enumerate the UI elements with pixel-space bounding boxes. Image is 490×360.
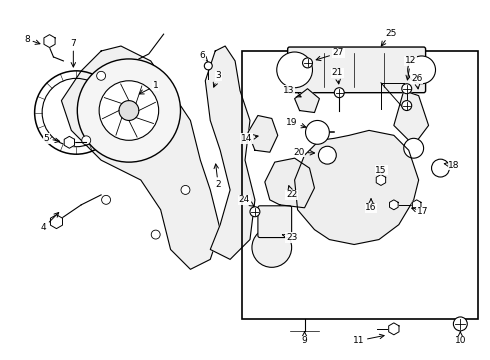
Text: 17: 17 [412,207,428,216]
Polygon shape [389,323,399,335]
Circle shape [77,59,180,162]
Text: 14: 14 [241,134,258,143]
Polygon shape [294,130,418,244]
Circle shape [432,159,449,177]
Text: 25: 25 [381,29,396,46]
Polygon shape [413,200,421,210]
Text: 19: 19 [286,118,306,128]
Text: 5: 5 [44,134,60,143]
Circle shape [402,100,412,111]
Text: 13: 13 [283,86,301,97]
Polygon shape [61,46,220,269]
Circle shape [404,138,424,158]
Text: 27: 27 [316,49,344,60]
Text: 9: 9 [302,332,307,345]
Circle shape [82,136,91,145]
Circle shape [151,230,160,239]
Text: 11: 11 [353,334,384,345]
Text: 1: 1 [139,81,159,94]
Text: 4: 4 [41,212,59,232]
Circle shape [119,100,139,121]
Circle shape [334,88,344,98]
Text: 23: 23 [282,233,297,242]
Text: 21: 21 [332,68,343,84]
Circle shape [318,146,336,164]
FancyBboxPatch shape [258,206,292,238]
Bar [242,51,478,319]
Text: 15: 15 [375,166,387,175]
Text: 6: 6 [199,51,208,62]
Polygon shape [248,116,278,152]
Polygon shape [390,200,398,210]
Polygon shape [376,175,386,185]
Polygon shape [44,35,55,48]
Text: 18: 18 [444,161,460,170]
Circle shape [252,228,292,267]
Circle shape [302,58,313,68]
Polygon shape [205,46,255,260]
Text: 8: 8 [24,35,40,44]
Polygon shape [64,136,74,148]
Circle shape [453,317,467,331]
Circle shape [97,71,105,80]
Text: 24: 24 [239,195,254,206]
Circle shape [181,185,190,194]
Circle shape [204,62,212,70]
Text: 22: 22 [286,186,297,199]
Text: 2: 2 [214,164,221,189]
Text: 10: 10 [455,332,466,345]
FancyBboxPatch shape [288,47,426,93]
Polygon shape [50,215,63,229]
Polygon shape [265,158,315,208]
Text: 3: 3 [213,71,221,87]
Polygon shape [394,91,429,145]
Text: 26: 26 [411,74,422,89]
Circle shape [306,121,329,144]
Circle shape [277,52,313,88]
Text: 16: 16 [365,199,377,212]
Text: 12: 12 [405,57,416,80]
Text: 20: 20 [293,148,315,157]
Circle shape [99,81,159,140]
Circle shape [101,195,111,204]
Polygon shape [294,89,319,113]
Text: 7: 7 [71,39,76,67]
Circle shape [408,56,436,84]
Circle shape [250,207,260,217]
Circle shape [402,84,412,94]
